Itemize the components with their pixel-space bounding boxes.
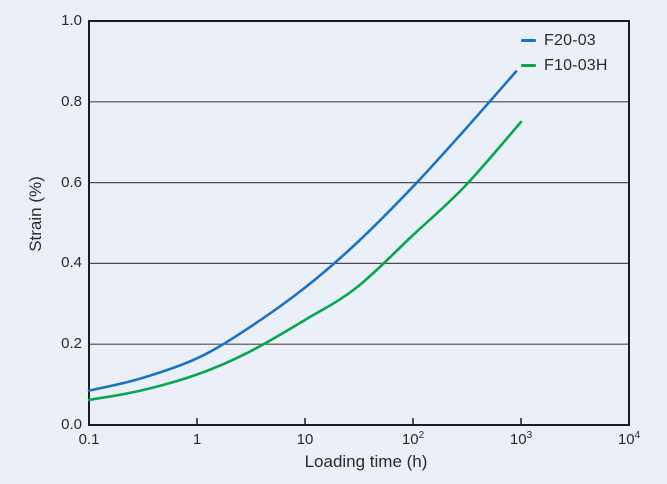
x-tick-base: 10 bbox=[509, 431, 527, 448]
legend-line-sample-blue bbox=[521, 39, 536, 42]
x-tick-label: 103 bbox=[489, 430, 553, 449]
y-tick-label: 0.0 bbox=[61, 416, 82, 433]
x-tick-label: 10 bbox=[273, 431, 337, 448]
y-tick-label: 0.2 bbox=[61, 335, 82, 352]
x-tick-base: 1 bbox=[192, 431, 202, 448]
plot-frame bbox=[88, 20, 630, 426]
legend: F20-03 F10-03H bbox=[521, 28, 608, 78]
y-tick-label: 0.4 bbox=[61, 254, 82, 271]
legend-label: F10-03H bbox=[544, 56, 608, 74]
x-tick-exponent: 4 bbox=[634, 430, 641, 441]
legend-item-f10-03h: F10-03H bbox=[521, 53, 608, 78]
legend-label: F20-03 bbox=[544, 31, 596, 49]
y-axis-title: Strain (%) bbox=[26, 176, 45, 252]
y-tick-label: 1.0 bbox=[61, 12, 82, 29]
y-tick-label: 0.8 bbox=[61, 93, 82, 110]
x-tick-exponent: 2 bbox=[418, 430, 425, 441]
series-line-f10-03h bbox=[87, 120, 523, 402]
x-axis-title: Loading time (h) bbox=[304, 452, 428, 471]
x-tick-exponent: 3 bbox=[526, 430, 533, 441]
x-tick-label: 0.1 bbox=[57, 431, 121, 448]
x-tick-base: 10 bbox=[401, 431, 419, 448]
x-tick-label: 1 bbox=[165, 431, 229, 448]
series-line-f20-03 bbox=[87, 70, 518, 392]
legend-item-f20-03: F20-03 bbox=[521, 28, 608, 53]
legend-line-sample-green bbox=[521, 64, 536, 67]
x-tick-label: 104 bbox=[597, 430, 661, 449]
x-tick-label: 102 bbox=[381, 430, 445, 449]
x-tick-base: 10 bbox=[296, 431, 314, 448]
x-tick-base: 10 bbox=[617, 431, 635, 448]
y-tick-label: 0.6 bbox=[61, 174, 82, 191]
x-tick-base: 0.1 bbox=[78, 431, 100, 448]
